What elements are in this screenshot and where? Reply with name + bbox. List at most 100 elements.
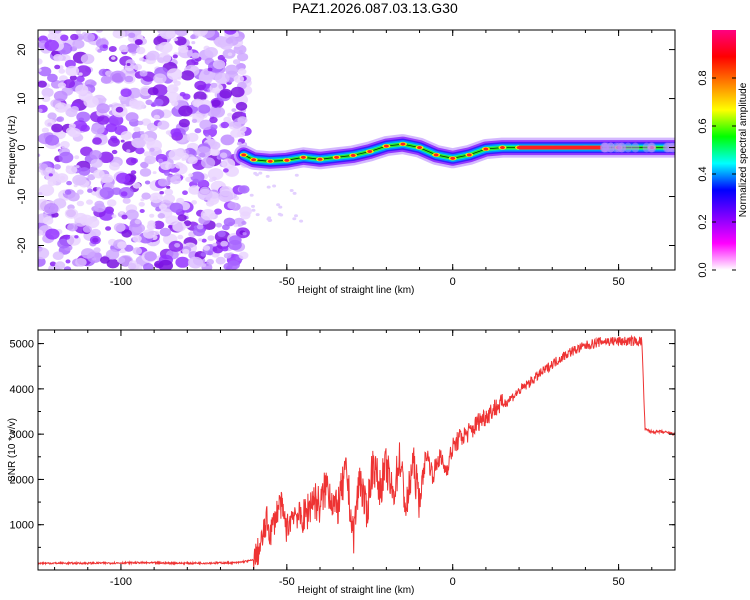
- noise-speck: [124, 244, 134, 252]
- noise-speck: [186, 59, 196, 67]
- noise-speck: [211, 99, 221, 107]
- colorbar: 0.0 0.2 0.4 0.6 0.8 Normalized spectral ampl…: [697, 30, 749, 278]
- colorbar-label: Normalized spectral amplitude: [738, 82, 749, 217]
- noise-speck: [292, 217, 297, 221]
- noise-speck: [237, 52, 249, 62]
- noise-speck: [78, 167, 91, 176]
- noise-speck: [191, 98, 204, 108]
- noise-speck: [54, 102, 68, 113]
- noise-speck: [134, 219, 141, 225]
- noise-speck: [149, 213, 155, 218]
- noise-speck: [56, 116, 65, 122]
- noise-speck: [127, 87, 142, 99]
- noise-speck: [223, 252, 232, 259]
- snr-plot-area: [38, 330, 675, 570]
- noise-speck: [159, 191, 164, 195]
- noise-speck: [63, 266, 72, 270]
- noise-speck: [38, 247, 50, 260]
- spectrogram-ylabel: Frequency (Hz): [7, 116, 18, 185]
- noise-speck: [47, 73, 58, 83]
- noise-speck: [143, 151, 151, 157]
- noise-speck: [145, 52, 156, 61]
- noise-speck: [191, 200, 198, 205]
- noise-speck: [92, 257, 97, 261]
- x-tick-label: 0: [450, 576, 456, 588]
- noise-speck: [140, 198, 145, 202]
- noise-speck: [242, 232, 247, 236]
- noise-speck: [177, 234, 184, 240]
- noise-speck: [79, 214, 94, 226]
- noise-speck: [125, 209, 139, 220]
- noise-speck: [38, 192, 43, 196]
- noise-speck: [106, 199, 117, 207]
- noise-speck: [179, 92, 186, 97]
- noise-speck: [200, 252, 207, 257]
- noise-speck: [265, 174, 270, 178]
- noise-speck: [255, 213, 260, 217]
- x-tick-label: 50: [612, 276, 624, 288]
- noise-speck: [83, 95, 99, 108]
- noise-speck: [165, 130, 172, 136]
- noise-speck: [60, 34, 69, 41]
- noise-speck: [207, 67, 213, 72]
- noise-speck: [215, 222, 223, 228]
- noise-speck: [268, 218, 273, 222]
- noise-speck: [251, 208, 256, 212]
- noise-speck: [75, 258, 87, 267]
- noise-speck: [199, 119, 213, 130]
- noise-speck: [133, 63, 142, 71]
- noise-speck: [150, 127, 155, 131]
- noise-speck: [237, 116, 248, 124]
- y-tick-label: 0: [16, 144, 28, 150]
- noise-speck: [227, 119, 232, 123]
- noise-speck: [232, 121, 242, 129]
- noise-speck: [144, 180, 151, 185]
- noise-speck: [112, 30, 126, 39]
- noise-speck: [236, 141, 242, 146]
- noise-speck: [200, 209, 216, 221]
- snr-panel: -100 -50 0 50 1000 2000 3000 4000 5000 Height o…: [7, 329, 676, 596]
- ridge-peak: [450, 156, 456, 160]
- noise-speck: [74, 235, 79, 239]
- noise-speck: [153, 220, 165, 230]
- noise-speck: [153, 98, 164, 107]
- noise-speck: [119, 211, 124, 215]
- noise-speck: [93, 203, 106, 213]
- noise-speck: [251, 204, 255, 208]
- noise-speck: [209, 148, 220, 157]
- ridge-peak: [350, 153, 356, 157]
- noise-speck: [70, 33, 79, 41]
- noise-speck: [220, 240, 229, 247]
- noise-speck: [65, 65, 80, 77]
- noise-speck: [210, 106, 225, 118]
- noise-speck: [111, 149, 118, 155]
- snr-series-line: [38, 334, 675, 570]
- noise-speck: [107, 137, 120, 147]
- noise-speck: [173, 37, 179, 42]
- noise-speck: [207, 235, 215, 241]
- ridge-peak: [241, 153, 247, 157]
- noise-speck: [182, 190, 188, 195]
- noise-speck: [182, 248, 190, 255]
- noise-speck: [141, 192, 151, 200]
- noise-speck: [81, 248, 95, 259]
- noise-speck: [167, 224, 173, 229]
- noise-speck: [223, 262, 233, 270]
- noise-speck: [116, 172, 131, 184]
- noise-speck: [59, 175, 66, 181]
- noise-speck: [108, 46, 117, 52]
- noise-speck: [227, 112, 233, 117]
- noise-speck: [70, 106, 79, 113]
- noise-speck: [232, 59, 241, 65]
- noise-speck: [201, 238, 207, 243]
- noise-speck: [120, 191, 128, 197]
- noise-speck: [51, 123, 63, 133]
- noise-speck: [157, 120, 170, 130]
- noise-speck: [129, 100, 141, 109]
- noise-speck: [171, 100, 179, 107]
- ridge-peak: [433, 153, 439, 157]
- colorbar-tick-label: 0.8: [697, 70, 709, 85]
- noise-speck: [153, 114, 160, 120]
- spectrogram-y-ticks: -20 -10 0 10 20: [16, 43, 675, 253]
- noise-speck: [74, 155, 80, 160]
